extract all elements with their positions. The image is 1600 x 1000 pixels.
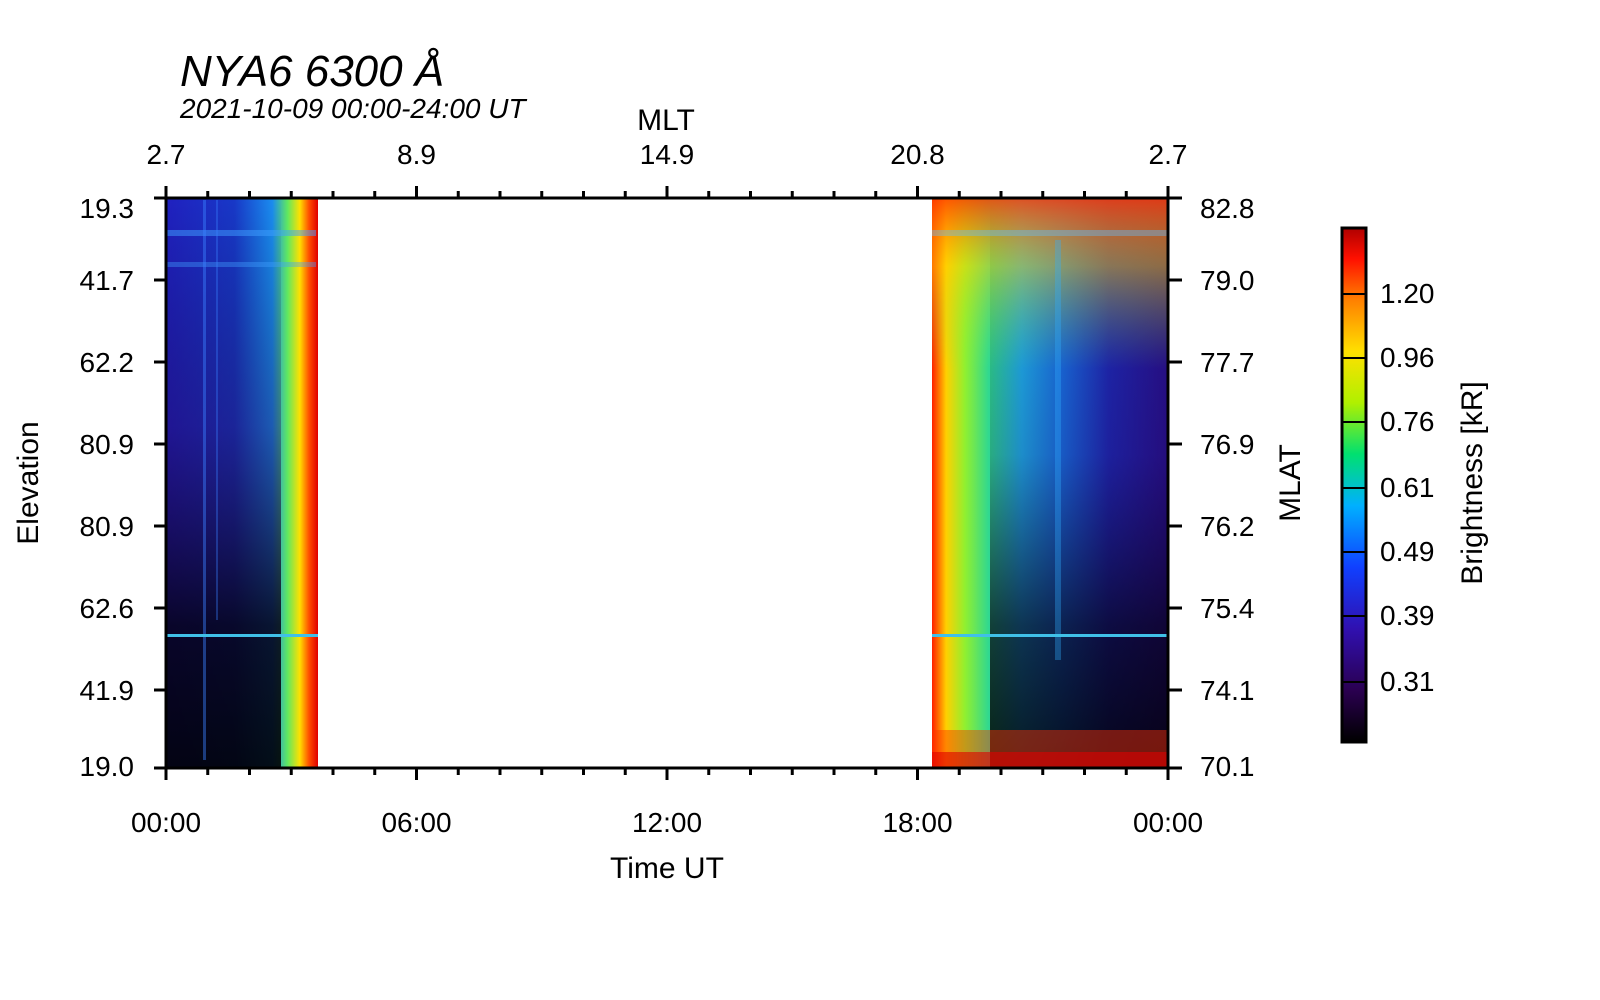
y-tick-label: 62.6 (80, 593, 135, 624)
colorbar-label: Brightness [kR] (1456, 381, 1489, 584)
x-tick-label: 06:00 (381, 807, 451, 838)
right-tick-label: 76.9 (1200, 429, 1255, 460)
y-tick-label: 80.9 (80, 511, 135, 542)
colorbar-tick-label: 0.31 (1380, 666, 1435, 697)
right-tick-label: 75.4 (1200, 593, 1255, 624)
y-axis-label: Elevation (12, 421, 45, 544)
colorbar-tick-labels: 1.20 0.96 0.76 0.61 0.49 0.39 0.31 (1380, 278, 1435, 697)
colorbar-tick-label: 1.20 (1380, 278, 1435, 309)
colorbar-ticks (1342, 293, 1366, 683)
colorbar-tick-label: 0.49 (1380, 536, 1435, 567)
top-tick-labels: 2.7 8.9 14.9 20.8 2.7 (147, 139, 1188, 170)
keogram-image (166, 198, 1168, 768)
y-tick-label: 19.3 (80, 193, 135, 224)
top-tick-label: 8.9 (397, 139, 436, 170)
colorbar-tick-label: 0.96 (1380, 342, 1435, 373)
x-tick-label: 18:00 (882, 807, 952, 838)
y-tick-label: 80.9 (80, 429, 135, 460)
right-tick-labels: 82.8 79.0 77.7 76.9 76.2 75.4 74.1 70.1 (1200, 193, 1255, 782)
colorbar-tick-label: 0.76 (1380, 406, 1435, 437)
x-tick-label: 12:00 (632, 807, 702, 838)
right-tick-label: 79.0 (1200, 265, 1255, 296)
right-axis-label: MLAT (1274, 444, 1307, 522)
data-segment-morning (166, 198, 318, 768)
top-tick-label: 20.8 (890, 139, 945, 170)
y-tick-label: 41.7 (80, 265, 135, 296)
y-tick-labels: 19.3 41.7 62.2 80.9 80.9 62.6 41.9 19.0 (80, 193, 135, 782)
data-segment-evening (932, 198, 1168, 768)
x-tick-label: 00:00 (131, 807, 201, 838)
chart-title: NYA6 6300 Å (180, 47, 444, 96)
right-tick-label: 82.8 (1200, 193, 1255, 224)
y-tick-label: 62.2 (80, 347, 135, 378)
axis-ticks (154, 186, 1182, 780)
top-tick-label: 2.7 (147, 139, 186, 170)
right-tick-label: 77.7 (1200, 347, 1255, 378)
top-tick-label: 14.9 (640, 139, 695, 170)
colorbar (1340, 226, 1368, 744)
right-tick-label: 74.1 (1200, 675, 1255, 706)
x-tick-label: 00:00 (1133, 807, 1203, 838)
calibration-line (166, 634, 1168, 637)
chart-subtitle: 2021-10-09 00:00-24:00 UT (179, 93, 527, 124)
x-axis-label: Time UT (610, 852, 724, 885)
x-tick-labels: 00:00 06:00 12:00 18:00 00:00 (131, 807, 1203, 838)
right-tick-label: 70.1 (1200, 751, 1255, 782)
colorbar-tick-label: 0.61 (1380, 472, 1435, 503)
right-tick-label: 76.2 (1200, 511, 1255, 542)
top-axis-label: MLT (637, 104, 695, 137)
colorbar-tick-label: 0.39 (1380, 600, 1435, 631)
y-tick-label: 19.0 (80, 751, 135, 782)
y-tick-label: 41.9 (80, 675, 135, 706)
top-tick-label: 2.7 (1149, 139, 1188, 170)
